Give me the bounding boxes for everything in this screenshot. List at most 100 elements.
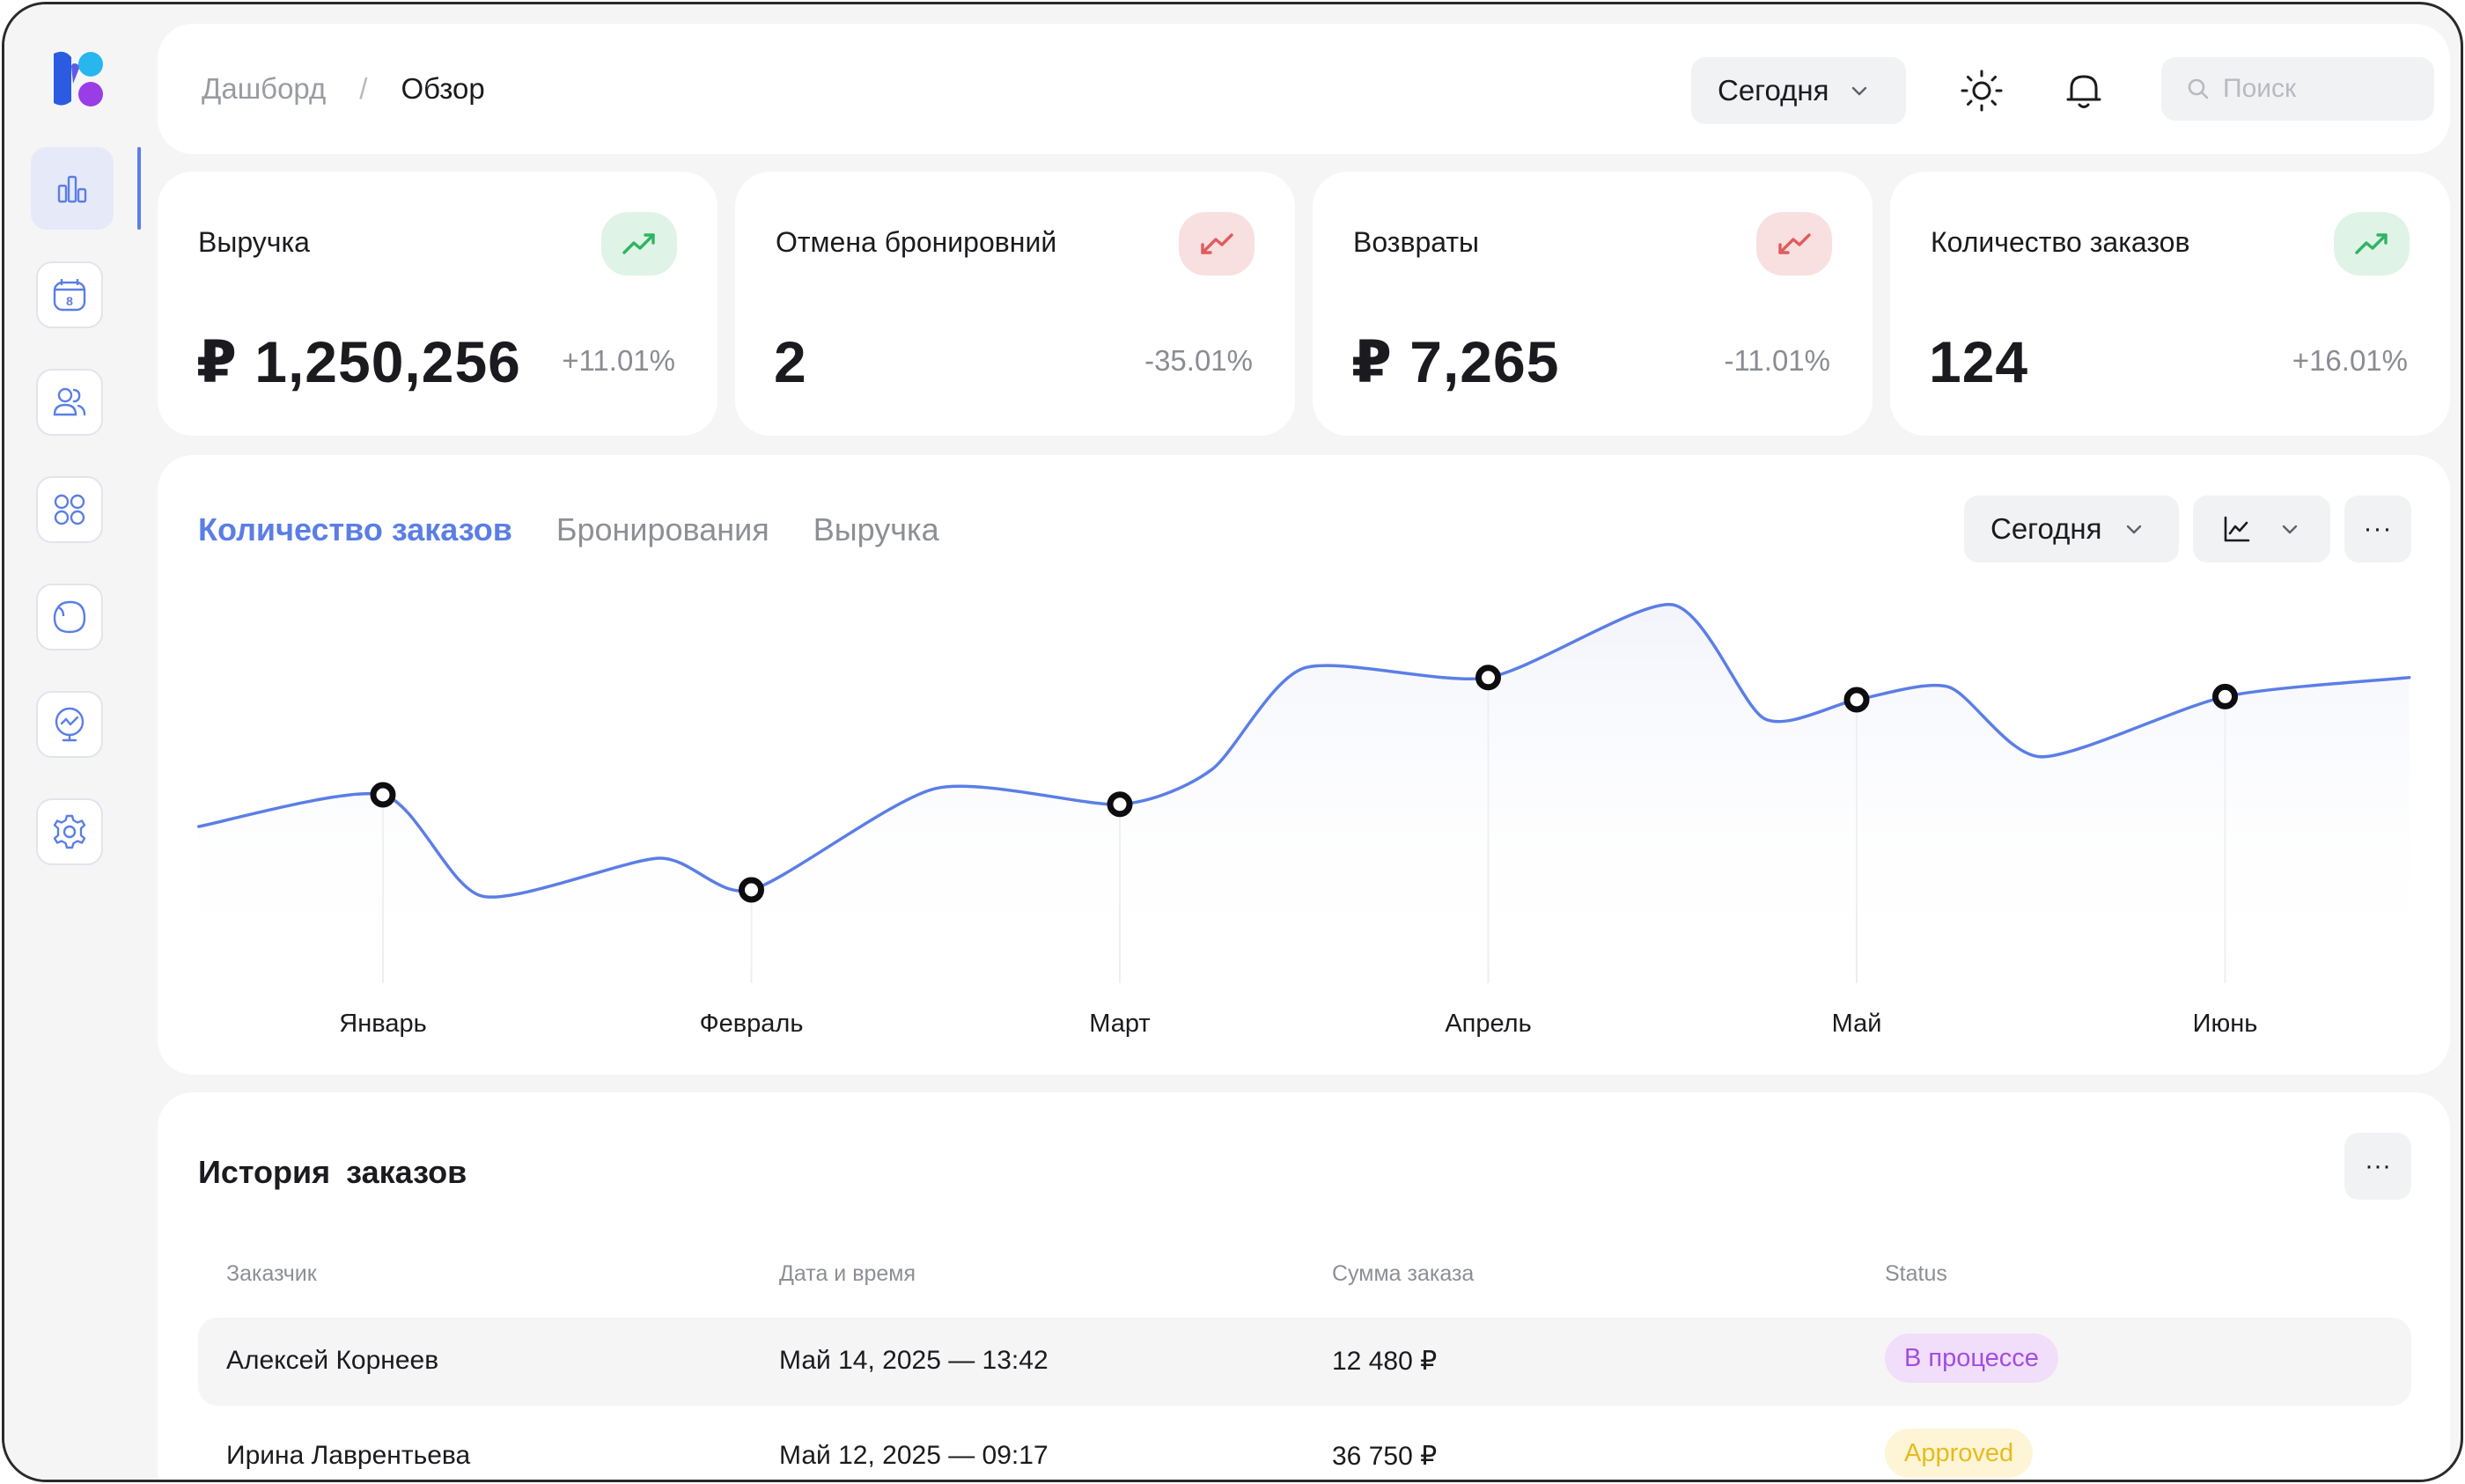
x-axis-tick-label: Май [1832,1010,1882,1038]
trend-up-icon [622,233,655,254]
chart-range-label: Сегодня [1990,512,2102,545]
breadcrumb-root-link[interactable]: Дашборд [202,72,327,105]
series-area [198,604,2410,983]
column-header-datetime[interactable]: Дата и время [779,1261,916,1286]
kpi-delta: +11.01% [562,344,675,377]
x-axis-tick-label: Январь [339,1010,426,1038]
orders-chart-card: Январь Февраль Март Апрель Май Июнь Количеств… [158,455,2450,1075]
sidebar-item-users[interactable] [36,369,103,436]
chart-range-dropdown[interactable]: Сегодня [1964,496,2179,562]
sidebar-item-calendar[interactable]: 8 [36,261,103,328]
tab-revenue[interactable]: Выручка [813,511,939,547]
kpi-title: Возвраты [1353,226,1479,258]
theme-toggle-sun-icon[interactable] [1957,66,2006,115]
kpi-title: Отмена бронировний [776,226,1057,258]
bar-chart-icon [57,175,87,203]
cell-customer: Алексей Корнеев [226,1346,439,1375]
trend-down-icon [1778,233,1811,254]
calendar-icon: 8 [53,279,86,312]
chevron-down-icon [2127,525,2142,534]
x-axis-tick-label: Июнь [2193,1010,2258,1038]
status-badge: Approved [1885,1429,2034,1478]
search-icon [2188,78,2209,99]
cell-amount: 36 750 ₽ [1332,1442,1438,1471]
chevron-down-icon [2282,525,2298,534]
sidebar: 8 [4,4,143,1480]
order-history-card: История заказов ··· Заказчик Дата и врем… [158,1092,2450,1480]
sidebar-item-notes[interactable] [36,584,103,650]
trend-down-icon [1201,233,1233,254]
cell-amount: 12 480 ₽ [1332,1347,1438,1376]
data-point-marker[interactable] [370,782,396,808]
chart-type-dropdown[interactable] [2193,496,2330,562]
trend-up-badge [2334,212,2410,275]
kpi-card-cancellations: Отмена бронировний 2 -35.01% [735,172,1295,436]
column-header-customer[interactable]: Заказчик [226,1261,317,1286]
search-box[interactable] [2161,57,2434,121]
table-row[interactable]: Алексей Корнеев Май 14, 2025 — 13:42 12 … [198,1318,2411,1406]
column-header-amount[interactable]: Сумма заказа [1332,1261,1475,1286]
kpi-title: Количество заказов [1931,226,2190,258]
search-input[interactable] [2223,74,2417,104]
data-point-marker[interactable] [1843,687,1870,713]
tab-orders-count[interactable]: Количество заказов [198,511,512,547]
kpi-delta: -11.01% [1724,344,1830,377]
kpi-value: 124 [1929,329,2029,394]
sidebar-item-monitor[interactable] [36,691,103,758]
blob-icon [53,600,86,634]
trend-up-icon [2355,233,2388,254]
presentation-icon [55,707,85,742]
tab-bookings[interactable]: Бронирования [556,511,769,547]
history-more-button[interactable]: ··· [2344,1133,2411,1200]
date-filter-dropdown[interactable]: Сегодня [1691,57,1906,124]
data-point-marker[interactable] [739,877,764,903]
history-title: История заказов [198,1154,467,1190]
sidebar-item-analytics[interactable] [31,147,114,230]
top-header: Дашборд / Обзор Сегодня [158,24,2450,154]
kpi-value: ₽ 1,250,256 [196,329,521,394]
status-badge: В процессе [1885,1333,2058,1383]
kpi-value: 2 [774,329,807,394]
column-header-status[interactable]: Status [1885,1261,1947,1286]
kpi-delta: -35.01% [1144,344,1253,377]
x-axis-tick-label: Февраль [700,1010,804,1038]
gear-icon [53,814,86,849]
breadcrumb-separator: / [359,72,368,105]
trend-up-badge [601,212,677,275]
kpi-title: Выручка [198,226,310,258]
chart-more-button[interactable]: ··· [2344,496,2411,562]
trend-down-badge [1756,212,1832,275]
breadcrumb: Дашборд / Обзор [202,72,485,106]
cell-datetime: Май 14, 2025 — 13:42 [779,1346,1049,1375]
table-header: Заказчик Дата и время Сумма заказа Statu… [198,1261,2411,1297]
users-icon [53,387,86,416]
kpi-card-refunds: Возвраты ₽ 7,265 -11.01% [1313,172,1873,436]
chevron-down-icon [1852,86,1867,96]
kpi-card-orders: Количество заказов 124 +16.01% [1890,172,2450,436]
orders-line-chart: Январь Февраль Март Апрель Май Июнь [197,603,2411,1038]
data-point-marker[interactable] [2212,683,2238,709]
data-point-marker[interactable] [1475,665,1501,691]
kpi-value: ₽ 7,265 [1351,329,1560,394]
notifications-bell-icon[interactable] [2059,66,2108,115]
data-point-marker[interactable] [1107,791,1133,818]
kpi-delta: +16.01% [2292,344,2408,377]
chart-tabs: Количество заказов Бронирования Выручка [198,511,939,548]
grid-icon [54,494,85,525]
x-axis-tick-label: Апрель [1445,1010,1531,1038]
cell-datetime: Май 12, 2025 — 09:17 [779,1441,1049,1470]
svg-text:8: 8 [66,294,73,308]
x-axis-tick-label: Март [1089,1010,1150,1038]
series-line [197,603,2411,899]
table-row[interactable]: Ирина Лаврентьева Май 12, 2025 — 09:17 3… [198,1413,2411,1480]
date-filter-label: Сегодня [1718,74,1829,107]
trend-down-badge [1179,212,1255,275]
sidebar-item-apps[interactable] [36,476,103,543]
line-chart-icon [2224,516,2250,542]
sidebar-item-settings[interactable] [36,798,103,865]
app-logo [54,51,103,107]
active-indicator [137,147,141,230]
breadcrumb-current: Обзор [401,72,485,105]
cell-customer: Ирина Лаврентьева [226,1441,471,1470]
